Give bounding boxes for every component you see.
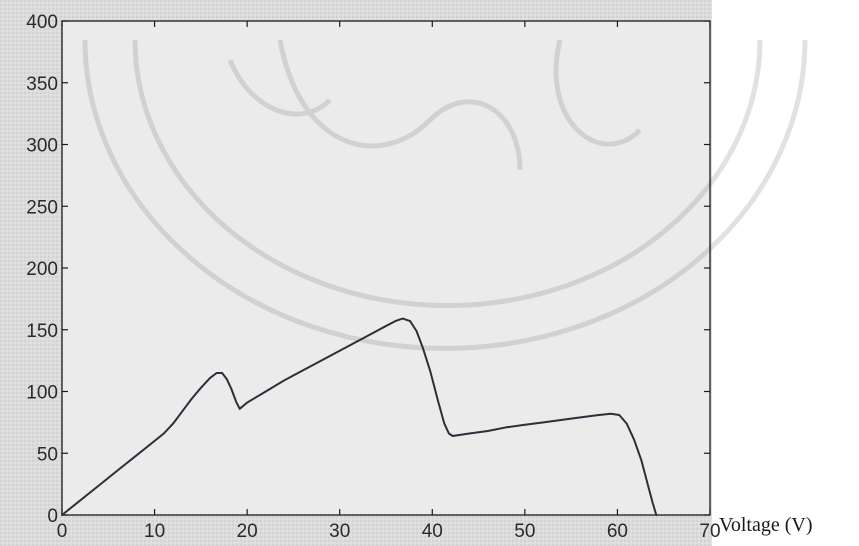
x-tick-label: 20 — [237, 521, 258, 542]
tick-labels: 0 10 20 30 40 50 60 70 0 50 100 150 200 250 300 350 400 — [26, 12, 720, 542]
x-axis-label: Voltage (V) — [719, 514, 813, 536]
x-tick-label: 40 — [422, 521, 443, 542]
y-tick-label: 250 — [26, 197, 58, 218]
y-tick-label: 100 — [26, 383, 58, 404]
x-tick-label: 60 — [607, 521, 628, 542]
x-tick-label: 10 — [144, 521, 165, 542]
x-tick-label: 70 — [699, 521, 720, 542]
series-line — [61, 317, 658, 516]
x-tick-label: 0 — [57, 521, 68, 542]
watermark-seal — [82, 39, 808, 352]
y-tick-label: 300 — [26, 136, 58, 157]
x-tick-label: 50 — [514, 521, 535, 542]
x-tick-label: 30 — [329, 521, 350, 542]
y-tick-label: 0 — [47, 506, 58, 527]
y-tick-label: 350 — [26, 74, 58, 95]
series-layer — [61, 317, 658, 516]
y-tick-label: 150 — [26, 321, 58, 342]
y-tick-label: 50 — [37, 444, 58, 465]
y-tick-label: 200 — [26, 259, 58, 280]
y-tick-label: 400 — [26, 12, 58, 33]
plot-area — [62, 21, 710, 515]
